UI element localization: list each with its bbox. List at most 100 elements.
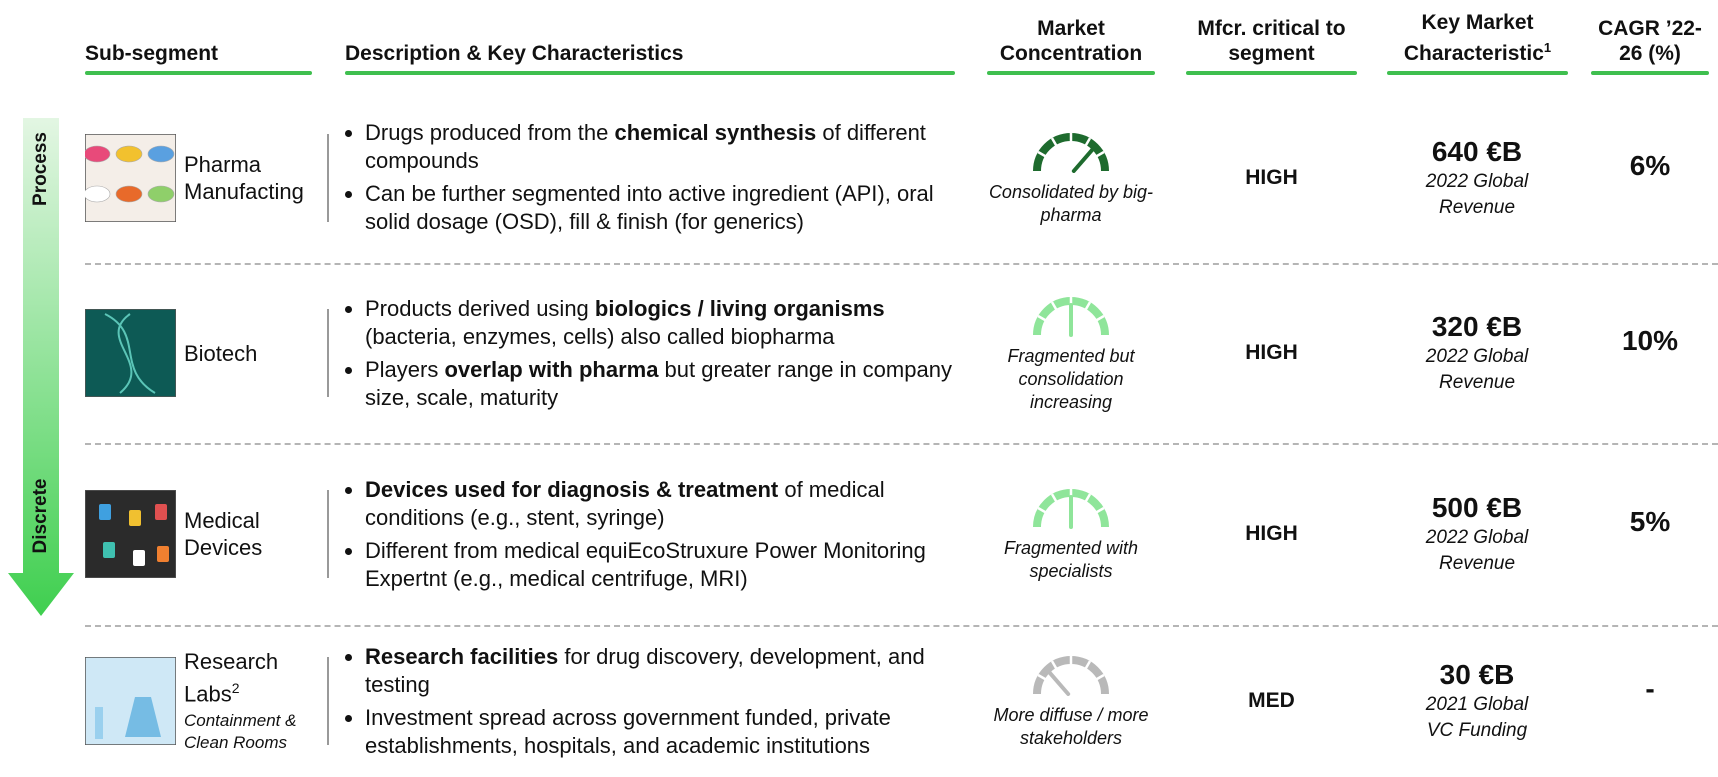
- market-value: 30 €B: [1439, 659, 1515, 690]
- thumbnail: [85, 309, 176, 397]
- sub-segment-cell: Pharma Manufacting: [184, 92, 324, 263]
- text: of medical conditions (e.g., stent, syri…: [365, 476, 885, 530]
- market-value: 500 €B: [1431, 492, 1523, 523]
- sub-segment-subtitle: Containment & Clean Rooms: [184, 710, 297, 752]
- process-arrow: [8, 118, 74, 616]
- header-text: Mfcr. critical to segment: [1186, 16, 1357, 66]
- concentration-caption: Consolidated by big-pharma: [988, 181, 1154, 225]
- bullet: Can be further segmented into active ing…: [365, 180, 960, 236]
- bullet-list: Research facilities for drug discovery, …: [345, 638, 960, 765]
- header-label: CAGR ’22-26 (%): [1598, 17, 1702, 65]
- row-divider: [85, 625, 1718, 627]
- axis-top-label: Process: [30, 132, 51, 206]
- concentration-cell: Fragmented but consolidation increasing: [987, 263, 1155, 443]
- sub-segment-label: Pharma Manufacting: [184, 151, 304, 204]
- bullet: Players overlap with pharma but greater …: [365, 356, 960, 412]
- column-header: Market Concentration: [987, 0, 1155, 66]
- text: Drugs produced from the: [365, 120, 615, 145]
- bold-text: Devices used for diagnosis & treatment: [365, 476, 779, 502]
- sub-segment-sup: 2: [231, 680, 240, 697]
- sub-segment-cell: Research Labs2 Containment & Clean Rooms: [184, 625, 324, 777]
- bullet: Different from medical equiEcoStruxure P…: [365, 537, 960, 593]
- cell-separator: [327, 309, 329, 397]
- market-value: 640 €B: [1431, 135, 1523, 167]
- market-caption: 2022 Global Revenue: [1425, 346, 1529, 393]
- header-text: Sub-segment: [85, 41, 218, 66]
- gauge-icon: [1033, 489, 1109, 529]
- text: Investment spread across government fund…: [365, 704, 891, 758]
- market-cell: 30 €B 2021 Global VC Funding: [1412, 625, 1542, 777]
- mfcr-cell: MED: [1186, 625, 1357, 777]
- bullet: Research facilities for drug discovery, …: [365, 643, 960, 699]
- mfcr-value: HIGH: [1245, 165, 1298, 189]
- sub-segment-cell: Biotech: [184, 263, 324, 443]
- header-underline: [987, 71, 1155, 75]
- gauge-icon: [1033, 132, 1109, 173]
- header-underline: [1186, 71, 1357, 75]
- text: Products derived using: [365, 295, 595, 321]
- cagr-value: 5%: [1629, 506, 1671, 537]
- concentration-caption: More diffuse / more stakeholders: [993, 705, 1149, 748]
- cagr-cell: 10%: [1591, 251, 1709, 431]
- sub-segment-label: Biotech: [184, 340, 258, 366]
- text: Different from medical equiEcoStruxure P…: [365, 537, 926, 591]
- market-caption: 2021 Global VC Funding: [1425, 694, 1529, 741]
- header-label: Sub-segment: [85, 42, 219, 65]
- market-value: 320 €B: [1431, 311, 1523, 342]
- bullet-list: Devices used for diagnosis & treatment o…: [345, 471, 960, 598]
- cagr-value: 10%: [1621, 325, 1679, 356]
- market-cell: 640 €B 2022 Global Revenue: [1412, 92, 1542, 263]
- mfcr-cell: HIGH: [1186, 443, 1357, 625]
- mfcr-value: MED: [1248, 689, 1295, 712]
- bullet-list: Products derived using biologics / livin…: [345, 290, 960, 417]
- cagr-value: 6%: [1629, 149, 1671, 181]
- cell-separator: [327, 490, 329, 578]
- concentration-cell: Consolidated by big-pharma: [987, 92, 1155, 263]
- cagr-value: -: [1645, 673, 1655, 704]
- text: Players: [365, 356, 445, 382]
- bullet: Investment spread across government fund…: [365, 704, 960, 760]
- axis-bottom-label: Discrete: [30, 478, 51, 554]
- bold-text: overlap with pharma: [444, 356, 659, 382]
- cell-separator: [327, 657, 329, 745]
- description-cell: Research facilities for drug discovery, …: [345, 625, 960, 777]
- row-divider: [85, 443, 1718, 445]
- text: Can be further segmented into active ing…: [365, 181, 934, 234]
- bullet: Devices used for diagnosis & treatment o…: [365, 476, 960, 532]
- concentration-cell: Fragmented with specialists: [987, 443, 1155, 625]
- cagr-cell: 5%: [1591, 431, 1709, 613]
- market-caption: 2022 Global Revenue: [1425, 527, 1529, 574]
- sub-segment-name: Biotech: [184, 340, 324, 367]
- column-header: Description & Key Characteristics: [345, 0, 955, 66]
- header-label: Key Market Characteristic: [1403, 11, 1544, 65]
- column-header: CAGR ’22-26 (%): [1591, 0, 1709, 66]
- bullet: Products derived using biologics / livin…: [365, 295, 960, 351]
- column-header: Key Market Characteristic1: [1387, 0, 1568, 66]
- header-underline: [1387, 71, 1568, 75]
- mfcr-cell: HIGH: [1186, 92, 1357, 263]
- bold-text: chemical synthesis: [614, 120, 817, 145]
- bold-text: Research facilities: [365, 643, 559, 669]
- thumbnail: [85, 657, 176, 745]
- thumbnail: [85, 490, 176, 578]
- thumbnail: [85, 133, 176, 222]
- description-cell: Drugs produced from the chemical synthes…: [345, 92, 960, 263]
- row-divider: [85, 263, 1718, 265]
- gauge-icon: [1033, 656, 1109, 696]
- gauge-icon: [1033, 296, 1109, 337]
- market-cell: 500 €B 2022 Global Revenue: [1412, 443, 1542, 625]
- concentration-caption: Fragmented but consolidation increasing: [1007, 345, 1135, 412]
- text: for drug discovery, development, and tes…: [365, 643, 925, 697]
- concentration-caption: Fragmented with specialists: [1003, 538, 1139, 581]
- bold-text: biologics / living organisms: [594, 295, 885, 321]
- header-text: Key Market Characteristic1: [1387, 10, 1568, 66]
- header-text: Market Concentration: [987, 16, 1155, 66]
- header-text: Description & Key Characteristics: [345, 41, 683, 66]
- header-underline: [85, 71, 312, 75]
- description-cell: Devices used for diagnosis & treatment o…: [345, 443, 960, 625]
- sub-segment-name: Pharma Manufacting: [184, 151, 324, 205]
- cagr-cell: -: [1591, 613, 1709, 765]
- column-header: Sub-segment: [85, 0, 312, 66]
- sub-segment-label: Medical Devices: [184, 508, 263, 560]
